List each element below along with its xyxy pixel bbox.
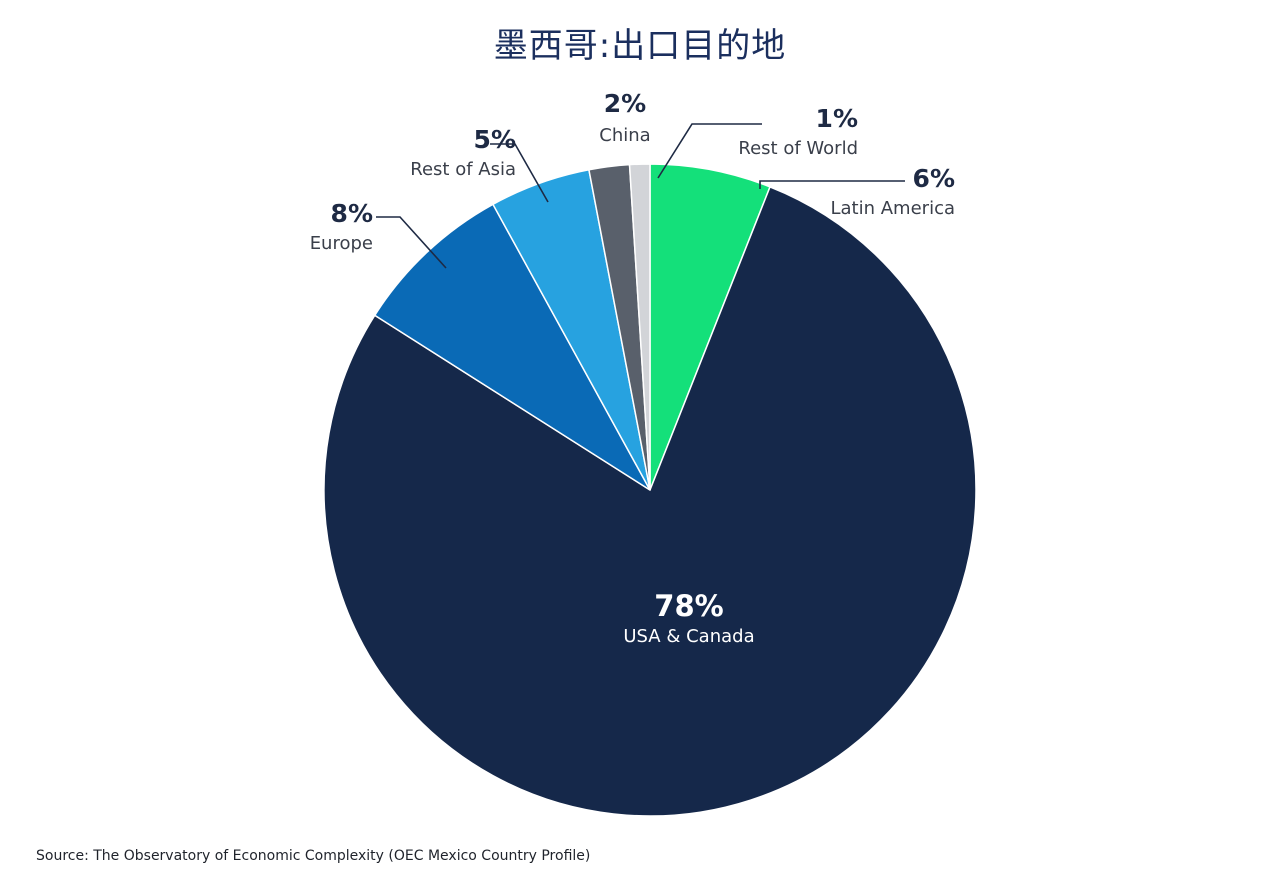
- pie-slice-europe: [373, 203, 651, 491]
- data-label-rest-of-world: 1%: [816, 104, 858, 133]
- leader-line-latin-america: [759, 180, 905, 189]
- data-label-rest-of-asia: 5%: [474, 125, 516, 154]
- data-label-usa-canada: 78%: [654, 589, 723, 623]
- category-label-latin-america: Latin America: [831, 198, 956, 219]
- category-label-china: China: [599, 125, 650, 146]
- category-label-europe: Europe: [310, 233, 373, 254]
- pie-slice-latin-america: [649, 163, 771, 491]
- category-label-rest-of-world: Rest of World: [738, 138, 858, 159]
- source-note: Source: The Observatory of Economic Comp…: [36, 848, 591, 864]
- category-label-usa-canada: USA & Canada: [623, 626, 754, 647]
- leader-line-rest-of-asia: [490, 143, 549, 203]
- chart-title: 墨西哥:出口目的地: [493, 26, 787, 66]
- data-label-europe: 8%: [331, 199, 373, 228]
- data-label-china: 2%: [604, 89, 646, 118]
- leader-line-rest-of-world: [657, 123, 762, 179]
- leader-line-europe: [376, 216, 447, 269]
- pie-slice-usa-canada: [323, 185, 977, 817]
- data-label-latin-america: 6%: [913, 164, 955, 193]
- category-label-rest-of-asia: Rest of Asia: [410, 159, 516, 180]
- pie-slice-rest-of-world: [628, 163, 651, 491]
